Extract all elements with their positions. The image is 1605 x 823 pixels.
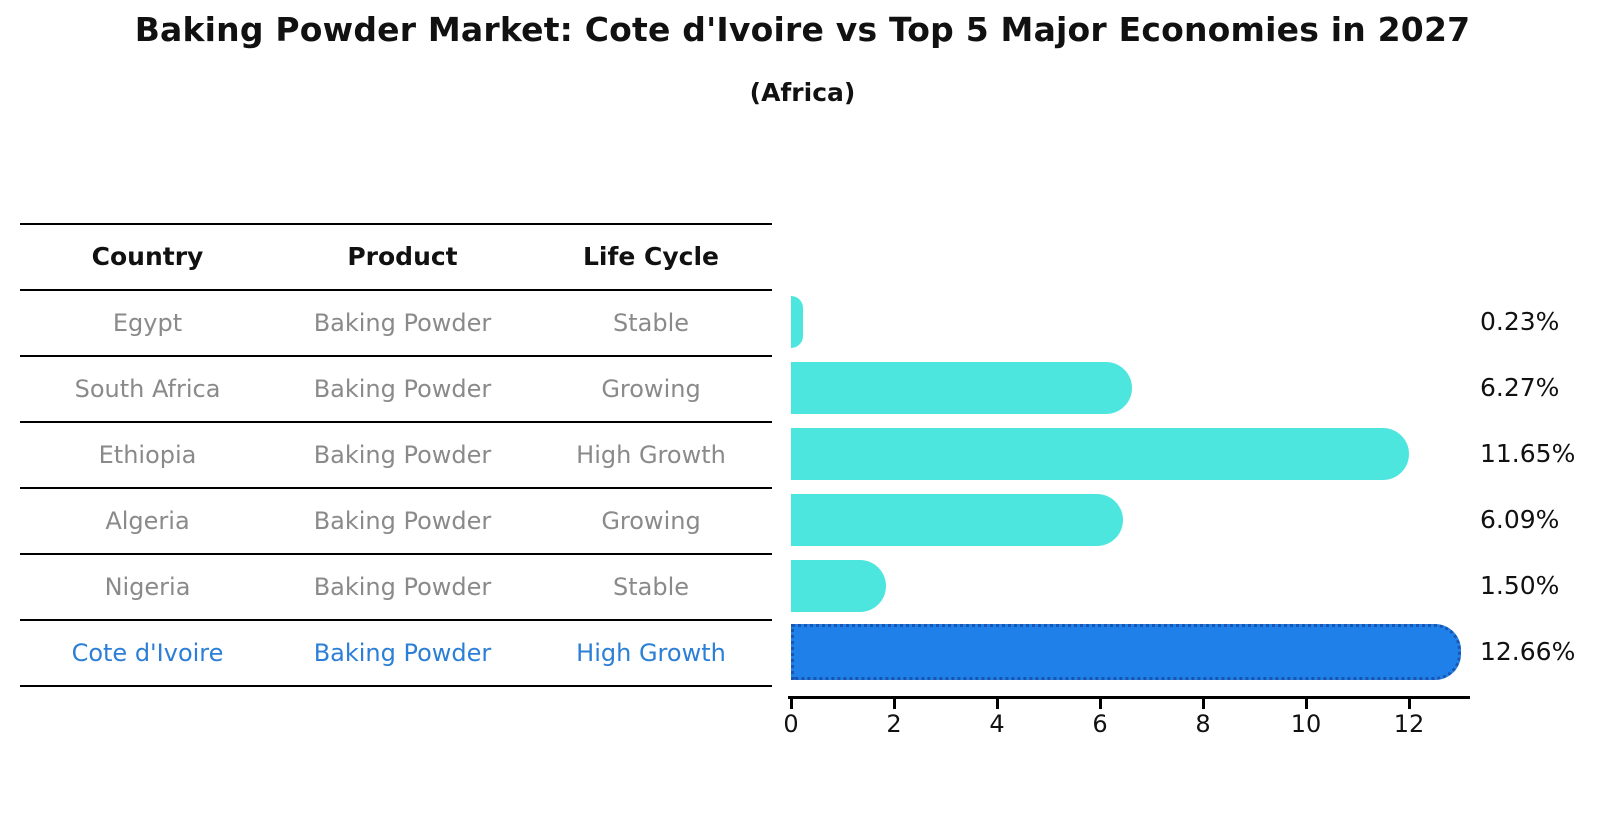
x-tick-mark bbox=[1201, 699, 1205, 709]
x-tick-mark bbox=[1407, 699, 1411, 709]
table-row-nigeria: Nigeria Baking Powder Stable bbox=[20, 553, 772, 619]
table-row-egypt: Egypt Baking Powder Stable bbox=[20, 289, 772, 355]
value-label-cote-d-ivoire: 12.66% bbox=[1480, 637, 1576, 666]
table-header-row: Country Product Life Cycle bbox=[20, 223, 772, 289]
column-header-life-cycle: Life Cycle bbox=[582, 242, 720, 271]
cell-life-cycle: High Growth bbox=[576, 639, 726, 667]
table-row-cote-d-ivoire: Cote d'Ivoire Baking Powder High Growth bbox=[20, 619, 772, 685]
value-label-ethiopia: 11.65% bbox=[1480, 439, 1576, 468]
cell-life-cycle: Growing bbox=[601, 375, 701, 403]
bar-south-africa bbox=[791, 362, 1132, 414]
cell-life-cycle: Stable bbox=[612, 309, 690, 337]
table-row-ethiopia: Ethiopia Baking Powder High Growth bbox=[20, 421, 772, 487]
cell-life-cycle: High Growth bbox=[576, 441, 726, 469]
value-label-algeria: 6.09% bbox=[1480, 505, 1560, 534]
bar-cote-d-ivoire bbox=[791, 624, 1461, 680]
x-tick-label: 4 bbox=[989, 710, 1005, 738]
x-tick-label: 2 bbox=[886, 710, 902, 738]
x-tick-label: 0 bbox=[783, 710, 799, 738]
cell-life-cycle: Growing bbox=[601, 507, 701, 535]
value-label-egypt: 0.23% bbox=[1480, 307, 1560, 336]
cell-product: Baking Powder bbox=[313, 441, 492, 469]
x-tick-mark bbox=[1098, 699, 1102, 709]
x-axis-line bbox=[788, 696, 1470, 699]
column-header-country: Country bbox=[91, 242, 204, 271]
table-row-algeria: Algeria Baking Powder Growing bbox=[20, 487, 772, 553]
x-tick-mark bbox=[892, 699, 896, 709]
cell-country: Nigeria bbox=[104, 573, 191, 601]
x-tick-label: 12 bbox=[1393, 710, 1425, 738]
cell-product: Baking Powder bbox=[313, 639, 492, 667]
table-bottom-border bbox=[20, 685, 772, 687]
table-row-south-africa: South Africa Baking Powder Growing bbox=[20, 355, 772, 421]
column-header-product: Product bbox=[347, 242, 458, 271]
x-tick-label: 10 bbox=[1290, 710, 1322, 738]
x-tick-mark bbox=[995, 699, 999, 709]
x-tick-mark bbox=[1304, 699, 1308, 709]
bar-egypt bbox=[791, 296, 803, 348]
chart-subtitle: (Africa) bbox=[749, 78, 856, 107]
cell-product: Baking Powder bbox=[313, 309, 492, 337]
bar-algeria bbox=[791, 494, 1123, 546]
cell-country: Cote d'Ivoire bbox=[71, 639, 224, 667]
cell-country: Algeria bbox=[105, 507, 190, 535]
cell-product: Baking Powder bbox=[313, 573, 492, 601]
chart-title: Baking Powder Market: Cote d'Ivoire vs T… bbox=[134, 10, 1471, 49]
bar-nigeria bbox=[791, 560, 887, 612]
x-tick-mark bbox=[789, 699, 793, 709]
x-tick-label: 6 bbox=[1092, 710, 1108, 738]
cell-country: Ethiopia bbox=[98, 441, 197, 469]
cell-country: Egypt bbox=[112, 309, 183, 337]
x-tick-label: 8 bbox=[1195, 710, 1211, 738]
cell-country: South Africa bbox=[74, 375, 221, 403]
cell-product: Baking Powder bbox=[313, 507, 492, 535]
bar-ethiopia bbox=[791, 428, 1409, 480]
value-label-south-africa: 6.27% bbox=[1480, 373, 1560, 402]
value-label-nigeria: 1.50% bbox=[1480, 571, 1560, 600]
summary-table: Country Product Life Cycle Egypt Baking P… bbox=[20, 223, 772, 685]
cell-product: Baking Powder bbox=[313, 375, 492, 403]
cell-life-cycle: Stable bbox=[612, 573, 690, 601]
